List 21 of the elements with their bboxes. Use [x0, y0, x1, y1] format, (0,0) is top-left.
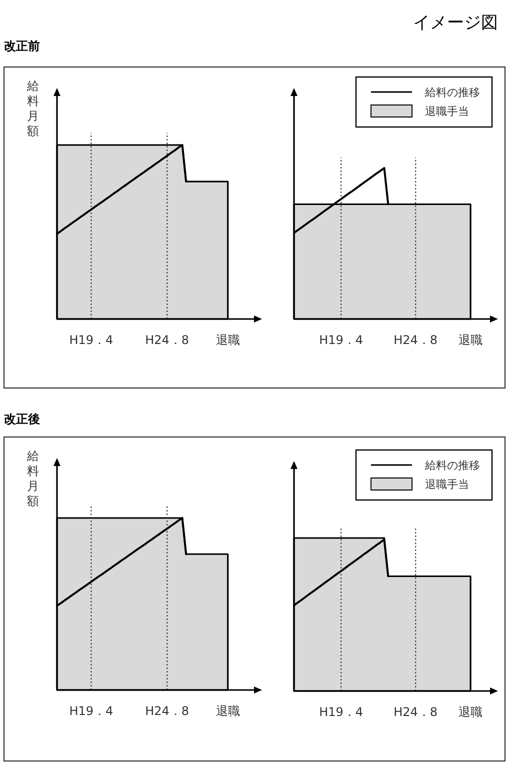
legend-label: 給料の推移	[424, 459, 480, 472]
x-tick-label: H19．4	[319, 705, 364, 719]
x-tick-label: 退職	[458, 705, 483, 719]
x-tick-label: H24．8	[145, 333, 190, 347]
chart-title: 改正後	[4, 412, 40, 426]
legend-label: 退職手当	[425, 478, 469, 491]
y-axis-title: 給料月額	[26, 79, 39, 138]
x-tick-label: H19．4	[69, 704, 114, 718]
chart-title: 改正前	[4, 39, 40, 53]
x-tick-label: H19．4	[319, 333, 364, 347]
x-tick-label: H19．4	[69, 333, 114, 347]
y-axis-title: 給料月額	[26, 449, 39, 508]
legend-label: 退職手当	[425, 105, 469, 118]
x-tick-label: H24．8	[394, 705, 438, 719]
text: イメージ図	[413, 13, 498, 33]
legend-label: 給料の推移	[424, 86, 480, 99]
x-tick-label: 退職	[216, 704, 240, 718]
x-tick-label: H24．8	[394, 333, 438, 347]
x-tick-label: H24．8	[145, 704, 190, 718]
x-tick-label: 退職	[216, 333, 240, 347]
x-tick-label: 退職	[458, 333, 483, 347]
